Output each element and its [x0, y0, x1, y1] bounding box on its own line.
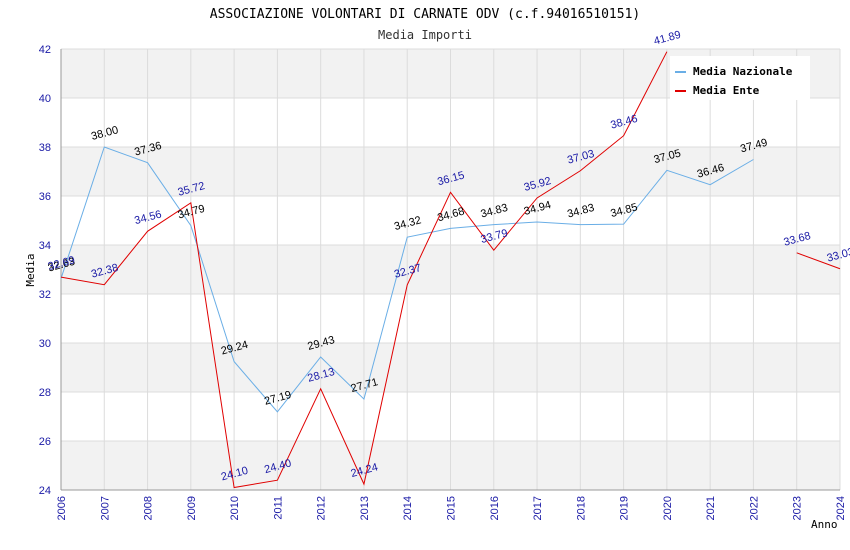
- y-tick-label: 24: [39, 485, 51, 497]
- data-label-media-nazionale: 34.85: [609, 201, 639, 220]
- y-tick-label: 28: [39, 387, 51, 399]
- x-tick-label: 2020: [662, 496, 674, 520]
- y-tick-label: 42: [39, 44, 51, 56]
- x-tick-label: 2008: [143, 496, 155, 520]
- y-tick-label: 34: [39, 240, 51, 252]
- y-tick-label: 38: [39, 142, 51, 154]
- data-label-media-ente: 33.79: [479, 227, 509, 246]
- legend-label-media-nazionale: Media Nazionale: [693, 65, 793, 78]
- chart-title: ASSOCIAZIONE VOLONTARI DI CARNATE ODV (c…: [210, 7, 640, 22]
- data-label-media-nazionale: 34.83: [566, 202, 596, 221]
- y-tick-label: 40: [39, 93, 51, 105]
- axes: [60, 49, 840, 491]
- data-label-media-nazionale: 34.32: [393, 214, 423, 233]
- series-line-media-nazionale: [60, 146, 754, 413]
- data-label-media-nazionale: 34.94: [523, 199, 553, 218]
- data-label-media-nazionale: 34.83: [479, 202, 509, 221]
- x-tick-label: 2018: [575, 496, 587, 520]
- series-line-media-ente: [60, 51, 668, 489]
- x-tick-labels: 2006 2007 2008 2009 2010 2011 2012 2013 2014 2015…: [56, 496, 847, 520]
- series-line-media-ente: [796, 252, 841, 270]
- y-tick-label: 36: [39, 191, 51, 203]
- x-tick-label: 2021: [705, 496, 717, 520]
- data-label-media-nazionale: 34.79: [177, 203, 207, 222]
- data-labels-layer: 32.6338.0037.3634.7929.2427.1929.4327.71…: [47, 29, 850, 484]
- x-tick-label: 2016: [489, 496, 501, 520]
- chart-subtitle: Media Importi: [378, 28, 472, 42]
- x-tick-label: 2015: [446, 496, 458, 520]
- x-tick-label: 2006: [56, 496, 68, 520]
- x-axis-label: Anno: [811, 518, 838, 531]
- y-tick-label: 32: [39, 289, 51, 301]
- data-label-media-ente: 41.89: [653, 29, 683, 48]
- series-layer: [60, 51, 841, 489]
- y-axis-label: Media: [24, 253, 37, 286]
- legend-box: [670, 56, 810, 100]
- y-tick-labels: 24 26 28 30 32 34 36 38 40 42: [39, 44, 51, 497]
- x-tick-label: 2019: [619, 496, 631, 520]
- data-label-media-nazionale: 38.00: [90, 124, 120, 143]
- data-label-media-ente: 38.46: [609, 113, 639, 132]
- x-tick-label: 2017: [532, 496, 544, 520]
- x-tick-label: 2023: [792, 496, 804, 520]
- data-label-media-ente: 33.03: [826, 246, 850, 265]
- x-tick-label: 2011: [272, 496, 284, 520]
- x-tick-label: 2014: [402, 496, 414, 520]
- y-tick-label: 26: [39, 436, 51, 448]
- legend-label-media-ente: Media Ente: [693, 84, 760, 97]
- x-tick-label: 2007: [99, 496, 111, 520]
- x-tick-label: 2024: [835, 496, 847, 520]
- x-tick-label: 2013: [359, 496, 371, 520]
- x-tick-label: 2009: [186, 496, 198, 520]
- y-tick-label: 30: [39, 338, 51, 350]
- grid-lines: [60, 48, 841, 491]
- legend: Media Nazionale Media Ente: [670, 56, 810, 100]
- x-tick-label: 2010: [229, 496, 241, 520]
- data-label-media-nazionale: 34.68: [436, 206, 466, 225]
- x-tick-label: 2022: [748, 496, 760, 520]
- x-tick-label: 2012: [316, 496, 328, 520]
